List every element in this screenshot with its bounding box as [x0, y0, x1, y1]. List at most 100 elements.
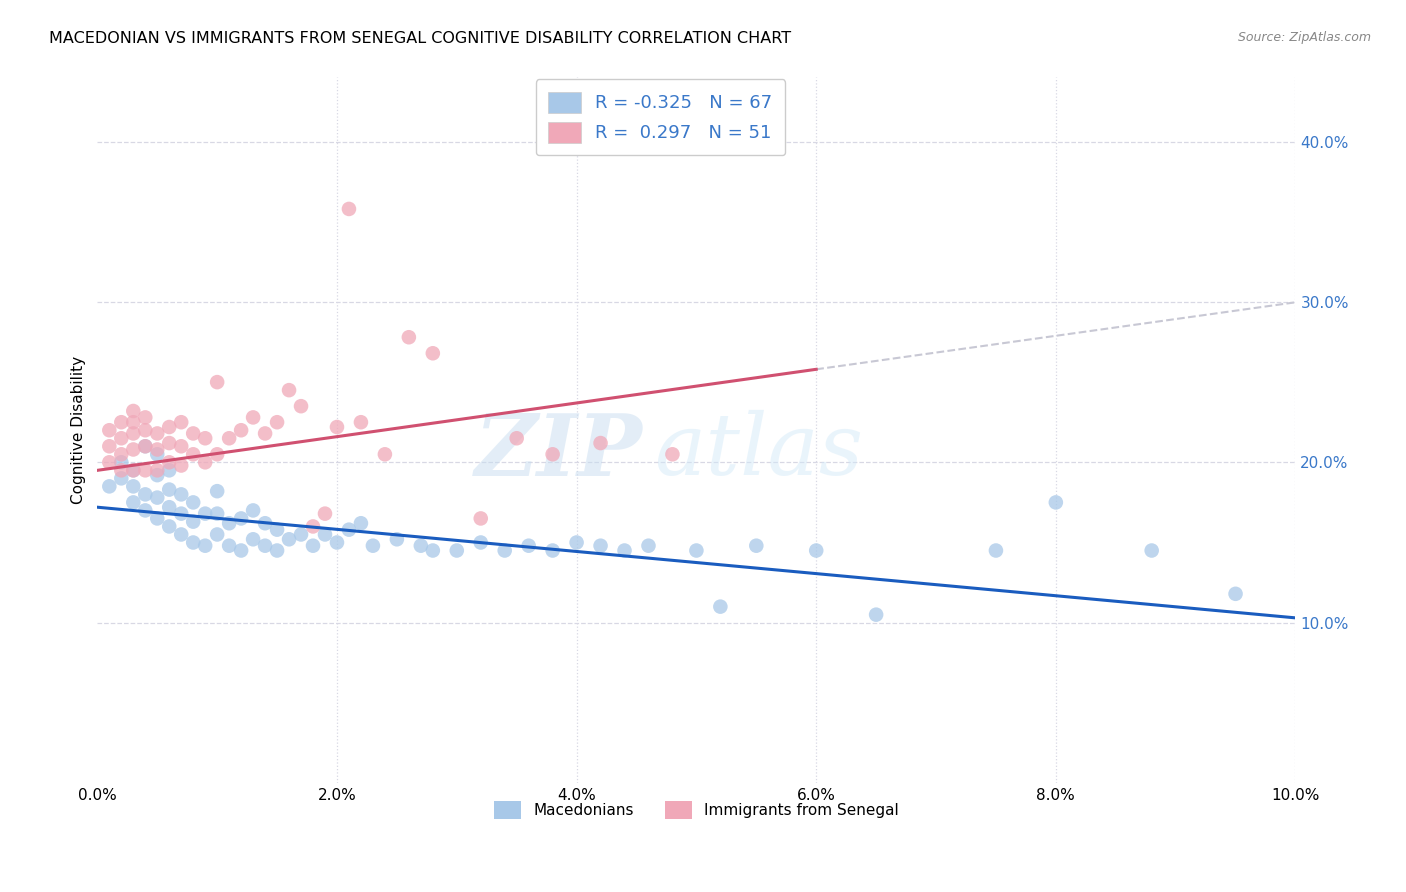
Point — [218, 431, 240, 445]
Point — [302, 539, 325, 553]
Point — [242, 410, 264, 425]
Point — [157, 519, 180, 533]
Point — [361, 539, 384, 553]
Point — [170, 415, 193, 429]
Point — [242, 503, 264, 517]
Point — [194, 431, 217, 445]
Point — [229, 511, 252, 525]
Point — [110, 463, 132, 477]
Point — [110, 471, 132, 485]
Point — [314, 527, 336, 541]
Point — [470, 511, 492, 525]
Point — [181, 426, 204, 441]
Point — [709, 599, 731, 614]
Point — [146, 491, 169, 505]
Point — [470, 535, 492, 549]
Point — [170, 527, 193, 541]
Point — [589, 539, 612, 553]
Point — [205, 527, 228, 541]
Point — [122, 404, 145, 418]
Point — [170, 458, 193, 473]
Point — [589, 436, 612, 450]
Point — [266, 543, 288, 558]
Point — [134, 439, 156, 453]
Point — [613, 543, 636, 558]
Y-axis label: Cognitive Disability: Cognitive Disability — [72, 356, 86, 504]
Point — [194, 455, 217, 469]
Point — [98, 423, 121, 437]
Point — [290, 399, 312, 413]
Point — [134, 410, 156, 425]
Point — [181, 535, 204, 549]
Point — [98, 439, 121, 453]
Point — [505, 431, 527, 445]
Point — [806, 543, 828, 558]
Point — [122, 426, 145, 441]
Point — [205, 507, 228, 521]
Point — [290, 527, 312, 541]
Point — [205, 484, 228, 499]
Point — [218, 516, 240, 531]
Point — [146, 426, 169, 441]
Point — [541, 447, 564, 461]
Point — [110, 431, 132, 445]
Point — [337, 523, 360, 537]
Point — [157, 436, 180, 450]
Point — [134, 503, 156, 517]
Text: ZIP: ZIP — [475, 409, 643, 493]
Text: Source: ZipAtlas.com: Source: ZipAtlas.com — [1237, 31, 1371, 45]
Point — [541, 543, 564, 558]
Point — [302, 519, 325, 533]
Point — [398, 330, 420, 344]
Point — [122, 415, 145, 429]
Point — [229, 423, 252, 437]
Point — [637, 539, 659, 553]
Point — [314, 507, 336, 521]
Point — [350, 516, 373, 531]
Point — [266, 415, 288, 429]
Point — [205, 375, 228, 389]
Point — [1045, 495, 1067, 509]
Point — [266, 523, 288, 537]
Point — [326, 535, 349, 549]
Point — [181, 515, 204, 529]
Point — [385, 533, 408, 547]
Point — [122, 479, 145, 493]
Point — [278, 383, 301, 397]
Legend: Macedonians, Immigrants from Senegal: Macedonians, Immigrants from Senegal — [488, 795, 905, 825]
Point — [170, 487, 193, 501]
Point — [157, 500, 180, 515]
Point — [181, 495, 204, 509]
Point — [157, 420, 180, 434]
Point — [146, 447, 169, 461]
Point — [134, 423, 156, 437]
Point — [194, 539, 217, 553]
Point — [157, 455, 180, 469]
Point — [110, 455, 132, 469]
Point — [170, 507, 193, 521]
Point — [181, 447, 204, 461]
Text: atlas: atlas — [654, 410, 863, 492]
Point — [984, 543, 1007, 558]
Point — [146, 468, 169, 483]
Point — [1140, 543, 1163, 558]
Point — [134, 439, 156, 453]
Point — [194, 507, 217, 521]
Point — [350, 415, 373, 429]
Point — [254, 426, 277, 441]
Point — [170, 439, 193, 453]
Point — [494, 543, 516, 558]
Point — [205, 447, 228, 461]
Point — [122, 463, 145, 477]
Point — [229, 543, 252, 558]
Point — [661, 447, 683, 461]
Point — [374, 447, 396, 461]
Text: MACEDONIAN VS IMMIGRANTS FROM SENEGAL COGNITIVE DISABILITY CORRELATION CHART: MACEDONIAN VS IMMIGRANTS FROM SENEGAL CO… — [49, 31, 792, 46]
Point — [98, 479, 121, 493]
Point — [122, 463, 145, 477]
Point — [157, 483, 180, 497]
Point — [745, 539, 768, 553]
Point — [565, 535, 588, 549]
Point — [278, 533, 301, 547]
Point — [98, 455, 121, 469]
